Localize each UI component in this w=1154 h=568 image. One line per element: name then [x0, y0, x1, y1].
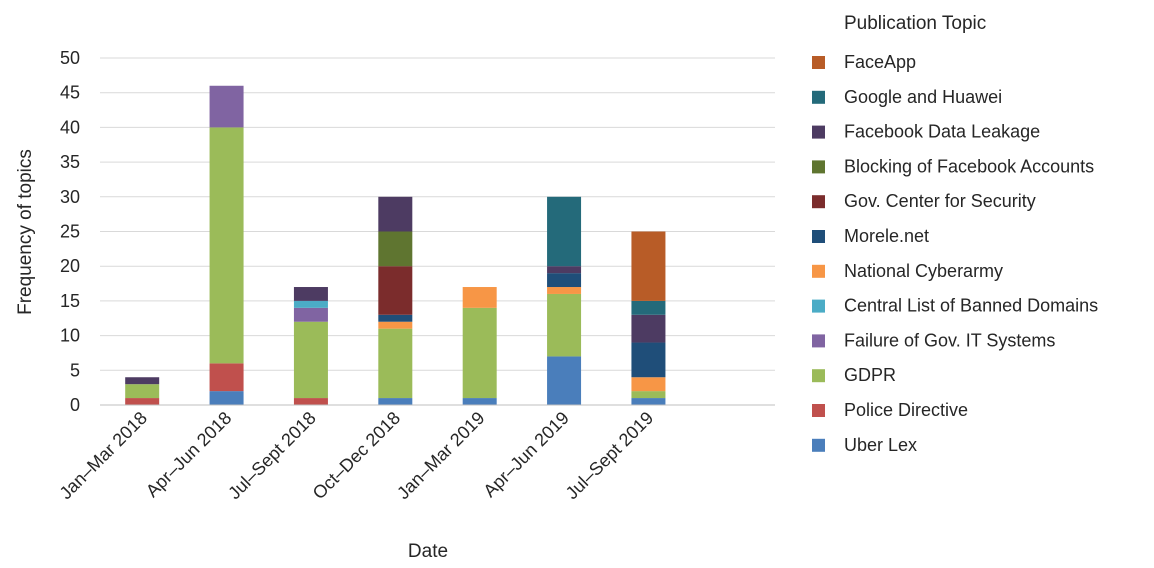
bar-segment	[631, 398, 666, 405]
bar-segment	[631, 342, 666, 378]
x-tick-label: Jan–Mar 2019	[393, 408, 489, 504]
bars	[125, 85, 666, 405]
bar-segment	[631, 300, 666, 315]
legend-swatch	[812, 56, 825, 69]
y-axis-title: Frequency of topics	[15, 149, 36, 315]
x-tick-label: Apr–Jun 2019	[479, 408, 572, 501]
y-tick-label: 25	[60, 222, 80, 242]
x-tick-label: Jan–Mar 2018	[56, 408, 152, 504]
y-tick-label: 20	[60, 256, 80, 276]
legend-swatch	[812, 369, 825, 383]
legend-swatch	[812, 264, 825, 278]
bar-segment	[125, 377, 160, 385]
y-tick-label: 35	[60, 152, 80, 172]
y-tick-label: 5	[70, 360, 80, 380]
bar-segment	[293, 398, 328, 405]
x-axis-title: Date	[408, 541, 448, 562]
legend-title: Publication Topic	[844, 13, 986, 34]
y-tick-label: 10	[60, 326, 80, 346]
legend-swatch	[812, 404, 825, 417]
x-tick-label: Oct–Dec 2018	[309, 408, 405, 504]
bar-segment	[293, 321, 328, 399]
legend-swatch	[812, 230, 825, 243]
bar-segment	[125, 398, 160, 405]
bar-segment	[462, 398, 497, 405]
bar-segment	[209, 391, 244, 405]
bar-segment	[293, 300, 328, 308]
x-tick-label: Jul–Sept 2018	[224, 408, 320, 504]
bar-segment	[462, 287, 497, 308]
legend-swatch	[812, 160, 825, 174]
legend-label: Uber Lex	[844, 435, 917, 455]
bar-segment	[378, 328, 413, 399]
bar-segment	[293, 287, 328, 301]
legend-label: National Cyberarmy	[844, 261, 1003, 281]
bar-segment	[209, 363, 244, 392]
bar-segment	[378, 398, 413, 405]
legend-swatch	[812, 438, 825, 452]
legend-label: Morele.net	[844, 226, 929, 246]
y-tick-label: 40	[60, 117, 80, 137]
y-tick-label: 45	[60, 83, 80, 103]
bar-segment	[378, 196, 413, 232]
bar-segment	[547, 293, 582, 357]
bar-segment	[293, 307, 328, 322]
bar-segment	[547, 196, 582, 267]
legend-swatch	[812, 90, 825, 104]
bar-segment	[631, 231, 666, 301]
legend-label: Police Directive	[844, 400, 968, 420]
bar-segment	[547, 273, 582, 288]
gridlines	[100, 57, 775, 371]
bar-segment	[209, 127, 244, 364]
bar-segment	[378, 231, 413, 267]
y-tick-labels: 0 5 10 15 20 25 30 35 40 45 50	[60, 48, 80, 415]
legend-label: FaceApp	[844, 52, 916, 72]
legend-label: Blocking of Facebook Accounts	[844, 156, 1094, 176]
bar-segment	[378, 321, 413, 329]
legend-label: Central List of Banned Domains	[844, 296, 1098, 316]
bar-segment	[209, 85, 244, 128]
legend-swatch	[812, 334, 825, 348]
bar-segment	[547, 356, 582, 405]
legend-swatch	[812, 195, 825, 209]
legend-label: Facebook Data Leakage	[844, 122, 1040, 142]
bar-segment	[631, 377, 666, 392]
bar-segment	[631, 391, 666, 399]
bar-segment	[378, 266, 413, 315]
legend-swatch	[812, 125, 825, 139]
y-tick-label: 15	[60, 291, 80, 311]
y-tick-label: 50	[60, 48, 80, 68]
legend-swatch	[812, 299, 825, 313]
x-tick-label: Jul–Sept 2019	[562, 408, 658, 504]
legend-label: GDPR	[844, 365, 896, 385]
bar-segment	[547, 287, 582, 294]
bar-segment	[378, 314, 413, 322]
y-tick-label: 30	[60, 187, 80, 207]
legend-label: Google and Huawei	[844, 87, 1002, 107]
x-tick-label: Apr–Jun 2018	[142, 408, 235, 501]
y-tick-label: 0	[70, 395, 80, 415]
legend: FaceApp Google and Huawei Facebook Data Le…	[812, 52, 1098, 455]
bar-segment	[125, 384, 160, 399]
bar-segment	[547, 266, 582, 274]
legend-label: Failure of Gov. IT Systems	[844, 330, 1055, 350]
legend-label: Gov. Center for Security	[844, 191, 1036, 211]
bar-segment	[631, 314, 666, 343]
bar-segment	[462, 307, 497, 399]
